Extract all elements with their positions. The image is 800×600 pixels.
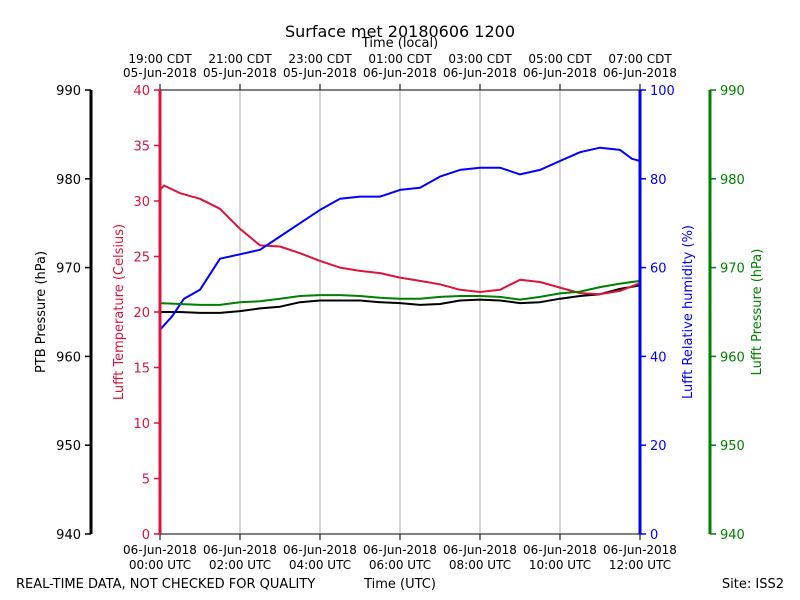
bottom-tick-label-date: 06-Jun-2018 [203,543,277,557]
bottom-tick-label-date: 06-Jun-2018 [523,543,597,557]
lufft-temperature-tick-label: 15 [133,362,150,377]
top-tick-label-time: 19:00 CDT [128,52,192,66]
top-axis-label: Time (local) [361,36,438,51]
top-tick-label-time: 03:00 CDT [448,52,512,66]
lufft-temperature-tick-label: 10 [133,417,150,432]
lufft-temperature-tick-label: 0 [142,528,150,543]
ptb-pressure-tick-label: 990 [56,84,81,99]
top-tick-label-date: 05-Jun-2018 [123,66,197,80]
lufft-pressure-tick-label: 950 [720,439,745,454]
lufft-humidity-tick-label: 100 [650,84,675,99]
ptb-pressure-tick-label: 980 [56,173,81,188]
ptb-pressure-tick-label: 950 [56,439,81,454]
lufft-temperature-axis-label: Lufft Temperature (Celsius) [112,224,127,400]
bottom-tick-label-time: 06:00 UTC [369,558,431,572]
top-tick-label-time: 07:00 CDT [608,52,672,66]
top-tick-label-date: 06-Jun-2018 [523,66,597,80]
bottom-tick-label-date: 06-Jun-2018 [283,543,357,557]
bottom-tick-label-date: 06-Jun-2018 [123,543,197,557]
bottom-tick-label-time: 08:00 UTC [449,558,511,572]
series-line-lufft-temperature [159,184,641,296]
lufft-humidity-tick-label: 0 [650,528,658,543]
lufft-humidity-tick-label: 80 [650,173,667,188]
bottom-tick-label-time: 02:00 UTC [209,558,271,572]
lufft-pressure-tick-label: 990 [720,84,745,99]
series-line-lufft-pressure [159,279,641,306]
lufft-temperature-tick-label: 20 [133,306,150,321]
series-layer [159,146,641,331]
lufft-pressure-axis-label: Lufft Pressure (hPa) [750,249,765,376]
bottom-tick-label-date: 06-Jun-2018 [443,543,517,557]
top-tick-label-date: 05-Jun-2018 [283,66,357,80]
lufft-temperature-tick-label: 5 [142,473,150,488]
bottom-tick-label-time: 04:00 UTC [289,558,351,572]
top-tick-label-date: 06-Jun-2018 [363,66,437,80]
top-tick-label-time: 21:00 CDT [208,52,272,66]
top-tick-label-date: 05-Jun-2018 [203,66,277,80]
bottom-tick-label-time: 00:00 UTC [129,558,191,572]
bottom-tick-label-time: 12:00 UTC [609,558,671,572]
ptb-pressure-tick-label: 960 [56,350,81,365]
ptb-pressure-tick-label: 940 [56,528,81,543]
lufft-temperature-tick-label: 35 [133,140,150,155]
lufft-temperature-tick-label: 30 [133,195,150,210]
x-axis-label: Time (UTC) [363,577,436,592]
top-tick-label-time: 05:00 CDT [528,52,592,66]
ptb-pressure-axis-label: PTB Pressure (hPa) [34,251,49,373]
top-tick-label-time: 01:00 CDT [368,52,432,66]
lufft-pressure-tick-label: 940 [720,528,745,543]
lufft-humidity-tick-label: 20 [650,439,667,454]
lufft-pressure-tick-label: 970 [720,262,745,277]
bottom-tick-label-date: 06-Jun-2018 [363,543,437,557]
bottom-tick-label-time: 10:00 UTC [529,558,591,572]
lufft-humidity-tick-label: 40 [650,350,667,365]
top-tick-label-date: 06-Jun-2018 [603,66,677,80]
top-tick-label-time: 23:00 CDT [288,52,352,66]
chart-title: Surface met 20180606 1200 [285,22,515,41]
top-tick-label-date: 06-Jun-2018 [443,66,517,80]
bottom-tick-label-date: 06-Jun-2018 [603,543,677,557]
ptb-pressure-tick-label: 970 [56,262,81,277]
lufft-temperature-tick-label: 40 [133,84,150,99]
lufft-humidity-tick-label: 60 [650,262,667,277]
footer-site: Site: ISS2 [722,577,784,592]
lufft-temperature-tick-label: 25 [133,251,150,266]
footer-quality-note: REAL-TIME DATA, NOT CHECKED FOR QUALITY [16,577,315,592]
lufft-humidity-axis-label: Lufft Relative humidity (%) [681,225,696,399]
series-line-lufft-relative-humidity [159,146,641,331]
lufft-pressure-tick-label: 960 [720,350,745,365]
series-line-ptb-pressure [160,284,641,314]
lufft-pressure-tick-label: 980 [720,173,745,188]
